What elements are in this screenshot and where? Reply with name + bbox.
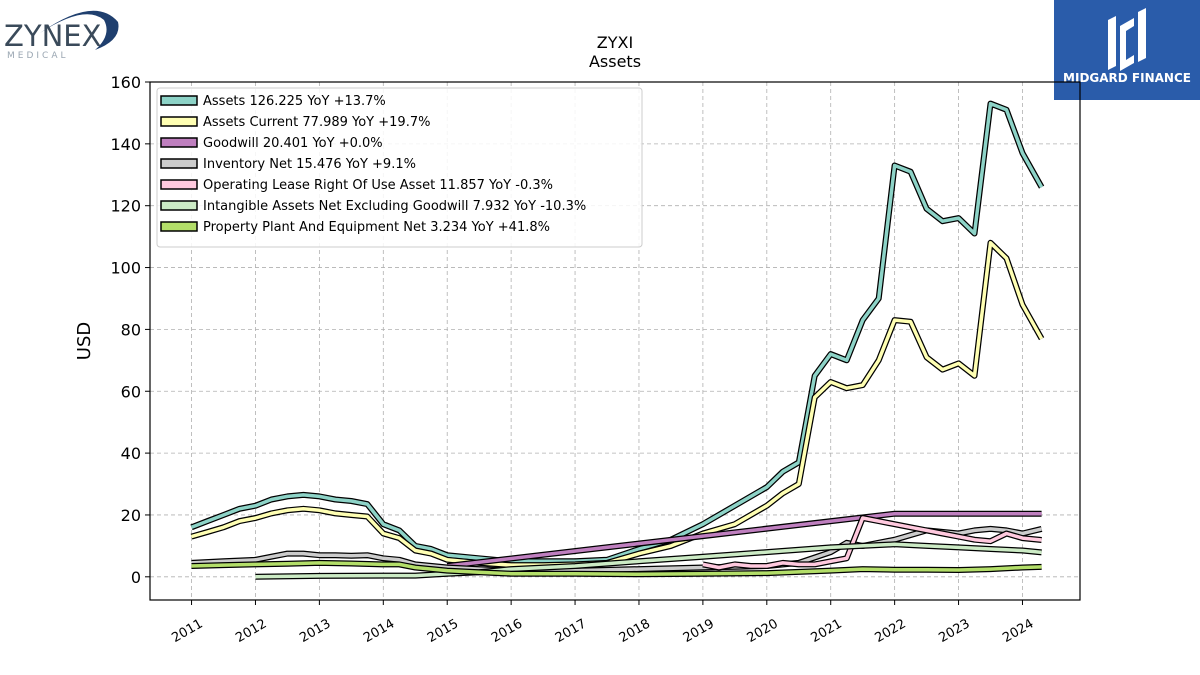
series-line-6 (191, 561, 1042, 577)
y-tick-label: 140 (110, 135, 141, 154)
legend-box (156, 87, 643, 248)
legend-swatch (160, 95, 198, 106)
logo-mark-mid (1120, 18, 1134, 71)
legend-entry: Assets 126.225 YoY +13.7% (203, 94, 386, 109)
y-tick-label: 20 (121, 506, 141, 525)
series-line-5 (255, 542, 1042, 579)
x-tick-label: 2012 (233, 616, 269, 646)
legend-entry: Property Plant And Equipment Net 3.234 Y… (203, 220, 550, 235)
x-tick-label: 2018 (617, 616, 653, 646)
x-tick-label: 2022 (872, 616, 908, 646)
x-tick-label: 2016 (489, 616, 525, 646)
logo-mark-left (1108, 16, 1116, 70)
series-line-1 (191, 241, 1044, 567)
legend-entry: Assets Current 77.989 YoY +19.7% (203, 115, 430, 130)
y-tick-label: 160 (110, 73, 141, 92)
legend-swatch (160, 179, 198, 190)
x-tick-label: 2024 (1000, 616, 1036, 646)
legend-swatch (160, 200, 198, 211)
legend-swatch (160, 158, 198, 169)
legend-entry: Intangible Assets Net Excluding Goodwill… (203, 199, 586, 214)
legend-entry: Inventory Net 15.476 YoY +9.1% (203, 157, 416, 172)
logo-subtext: MEDICAL (7, 51, 69, 61)
legend: Assets 126.225 YoY +13.7% Assets Current … (156, 87, 643, 248)
x-tick-label: 2017 (553, 616, 589, 646)
midgard-logo-graphic: MIDGARD FINANCE (1063, 8, 1191, 85)
legend-entry: Goodwill 20.401 YoY +0.0% (203, 136, 383, 151)
x-tick-label: 2011 (169, 616, 205, 646)
zynex-logo: ZYNEX MEDICAL (4, 10, 119, 61)
y-tick-label: 100 (110, 259, 141, 278)
logo-wordmark: ZYNEX (4, 19, 101, 53)
logo-mark-right (1138, 8, 1146, 62)
x-tick-label: 2021 (809, 616, 845, 646)
y-tick-label: 40 (121, 444, 141, 463)
y-tick-label: 120 (110, 197, 141, 216)
x-tick-label: 2023 (936, 616, 972, 646)
legend-swatch (160, 137, 198, 148)
series-line-0 (190, 101, 1044, 564)
series-lines (190, 100, 1045, 580)
plot-frame (149, 81, 1081, 601)
midgard-finance-logo: MIDGARD FINANCE (1054, 0, 1200, 100)
legend-swatch (160, 116, 198, 127)
series-line-2 (446, 511, 1042, 568)
x-tick-label: 2014 (361, 616, 397, 646)
x-tick-label: 2020 (745, 616, 781, 646)
legend-swatch (160, 221, 198, 232)
legend-entry: Operating Lease Right Of Use Asset 11.85… (203, 178, 553, 193)
logo-right-text: MIDGARD FINANCE (1063, 71, 1191, 85)
y-tick-label: 60 (121, 382, 141, 401)
x-tick-label: 2015 (425, 616, 461, 646)
x-tick-label: 2013 (297, 616, 333, 646)
chart-subtitle: Assets (589, 52, 641, 71)
chart-title: ZYXI (597, 33, 633, 52)
y-tick-label: 80 (121, 320, 141, 339)
y-axis-label: USD (74, 322, 95, 360)
x-tick-label: 2019 (681, 616, 717, 646)
series-line-4 (702, 516, 1042, 570)
y-tick-label: 0 (131, 568, 141, 587)
